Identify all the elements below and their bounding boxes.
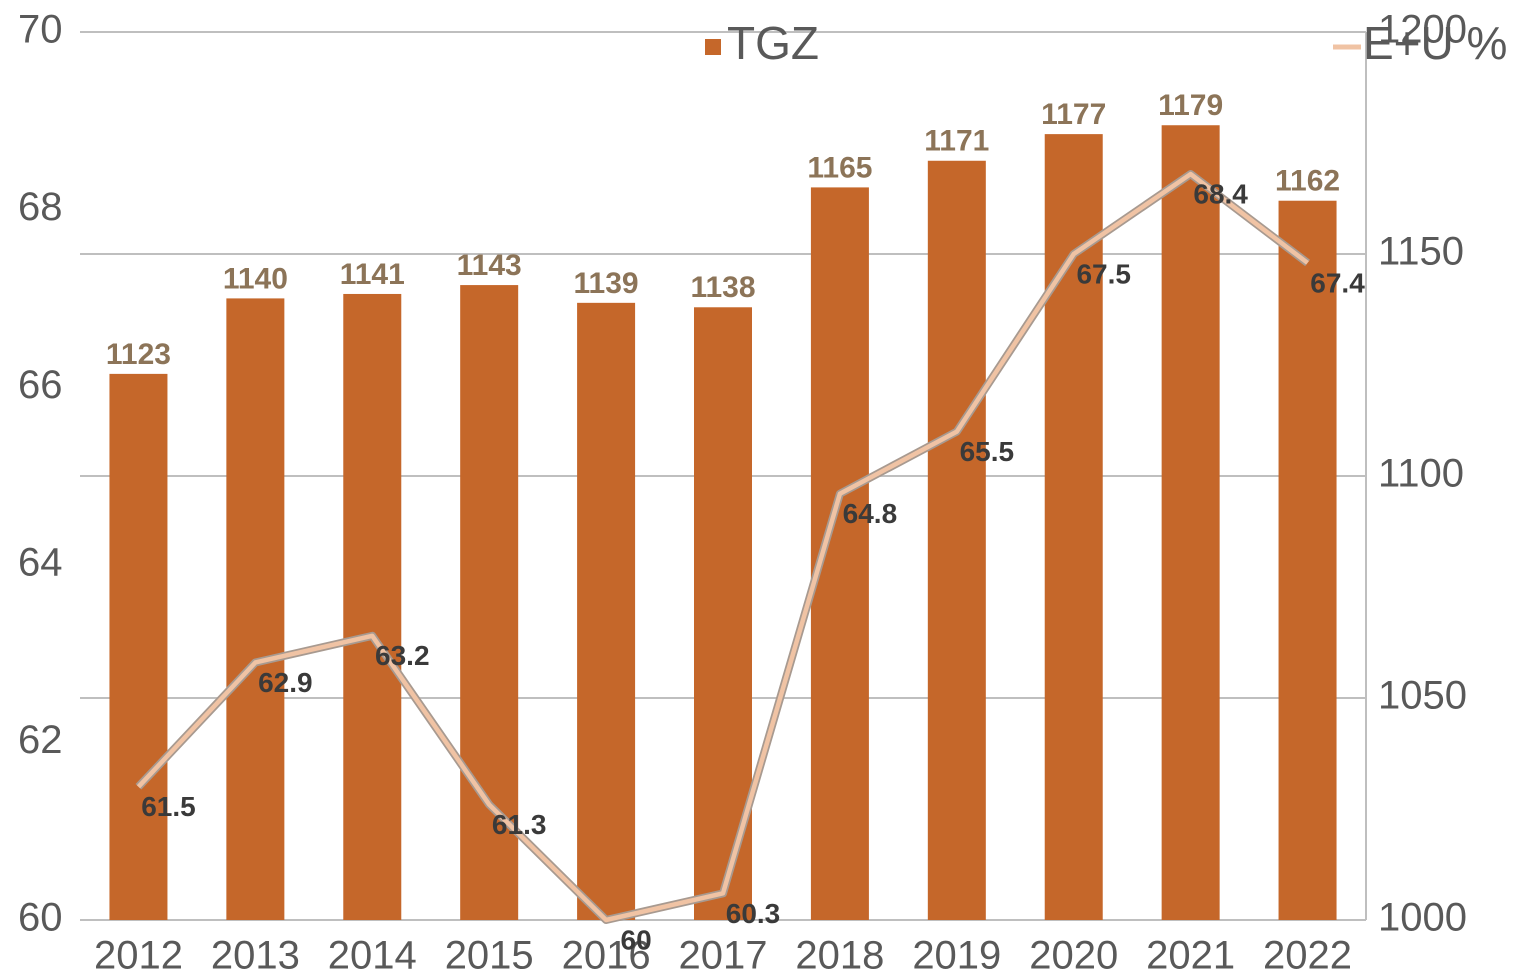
x-tick-label: 2018 [795, 934, 884, 976]
y-tick-label: 64 [18, 540, 63, 584]
bar [1278, 200, 1337, 921]
line-value-label: 61.3 [492, 809, 547, 840]
x-tick-label: 2014 [328, 934, 417, 976]
x-tick-label: 2022 [1263, 934, 1352, 976]
line-value-label: 65.5 [960, 436, 1015, 467]
bar [1044, 134, 1103, 920]
line [136, 171, 1309, 923]
x-tick-label: 2015 [445, 934, 534, 976]
x-tick-label: 2019 [912, 934, 1001, 976]
bar-value-label: 1123 [106, 338, 171, 371]
bar [460, 285, 519, 921]
line-value-label: 67.4 [1310, 267, 1365, 298]
bar-value-label: 1139 [574, 267, 639, 300]
line-value-label: 67.5 [1076, 258, 1131, 289]
bar [577, 302, 636, 921]
y2-tick-label: 1200 [1378, 8, 1467, 52]
bar-value-label: 1162 [1275, 165, 1340, 198]
x-tick-label: 2013 [211, 934, 300, 976]
bar-value-label: 1140 [223, 262, 288, 295]
bar [226, 298, 285, 920]
y2-tick-label: 1000 [1378, 896, 1467, 940]
line-value-label: 60 [621, 924, 652, 955]
x-tick-label: 2021 [1146, 934, 1235, 976]
y-tick-label: 62 [18, 718, 63, 762]
legend-swatch [705, 39, 721, 55]
bar [109, 373, 168, 920]
legend-label: TGZ [727, 17, 819, 69]
y-tick-label: 68 [18, 185, 63, 229]
bar-value-label: 1141 [340, 258, 405, 291]
x-tick-label: 2016 [562, 934, 651, 976]
bar-value-label: 1138 [690, 271, 755, 304]
y-tick-label: 60 [18, 896, 63, 940]
x-tick-label: 2017 [679, 934, 768, 976]
y2-tick-label: 1150 [1378, 230, 1464, 274]
bar-value-label: 1165 [807, 151, 872, 184]
bar-value-label: 1177 [1041, 98, 1106, 131]
line-value-label: 68.4 [1193, 178, 1248, 209]
line-value-label: 61.5 [141, 791, 196, 822]
y2-tick-label: 1050 [1378, 674, 1467, 718]
bar [927, 160, 986, 920]
line-value-label: 63.2 [375, 640, 430, 671]
bar-value-label: 1143 [457, 249, 522, 282]
legend-label: E+U % [1363, 17, 1507, 69]
x-tick-label: 2020 [1029, 934, 1118, 976]
line-value-label: 60.3 [726, 898, 781, 929]
bar-value-label: 1171 [924, 125, 989, 158]
line-value-label: 62.9 [258, 667, 313, 698]
y2-tick-label: 1100 [1378, 452, 1464, 496]
y-tick-label: 66 [18, 363, 63, 407]
y-tick-label: 70 [18, 8, 63, 52]
bar [343, 293, 402, 921]
bar [1161, 125, 1220, 921]
line-value-label: 64.8 [843, 498, 898, 529]
x-tick-label: 2012 [94, 934, 183, 976]
bar-value-label: 1179 [1158, 89, 1223, 122]
